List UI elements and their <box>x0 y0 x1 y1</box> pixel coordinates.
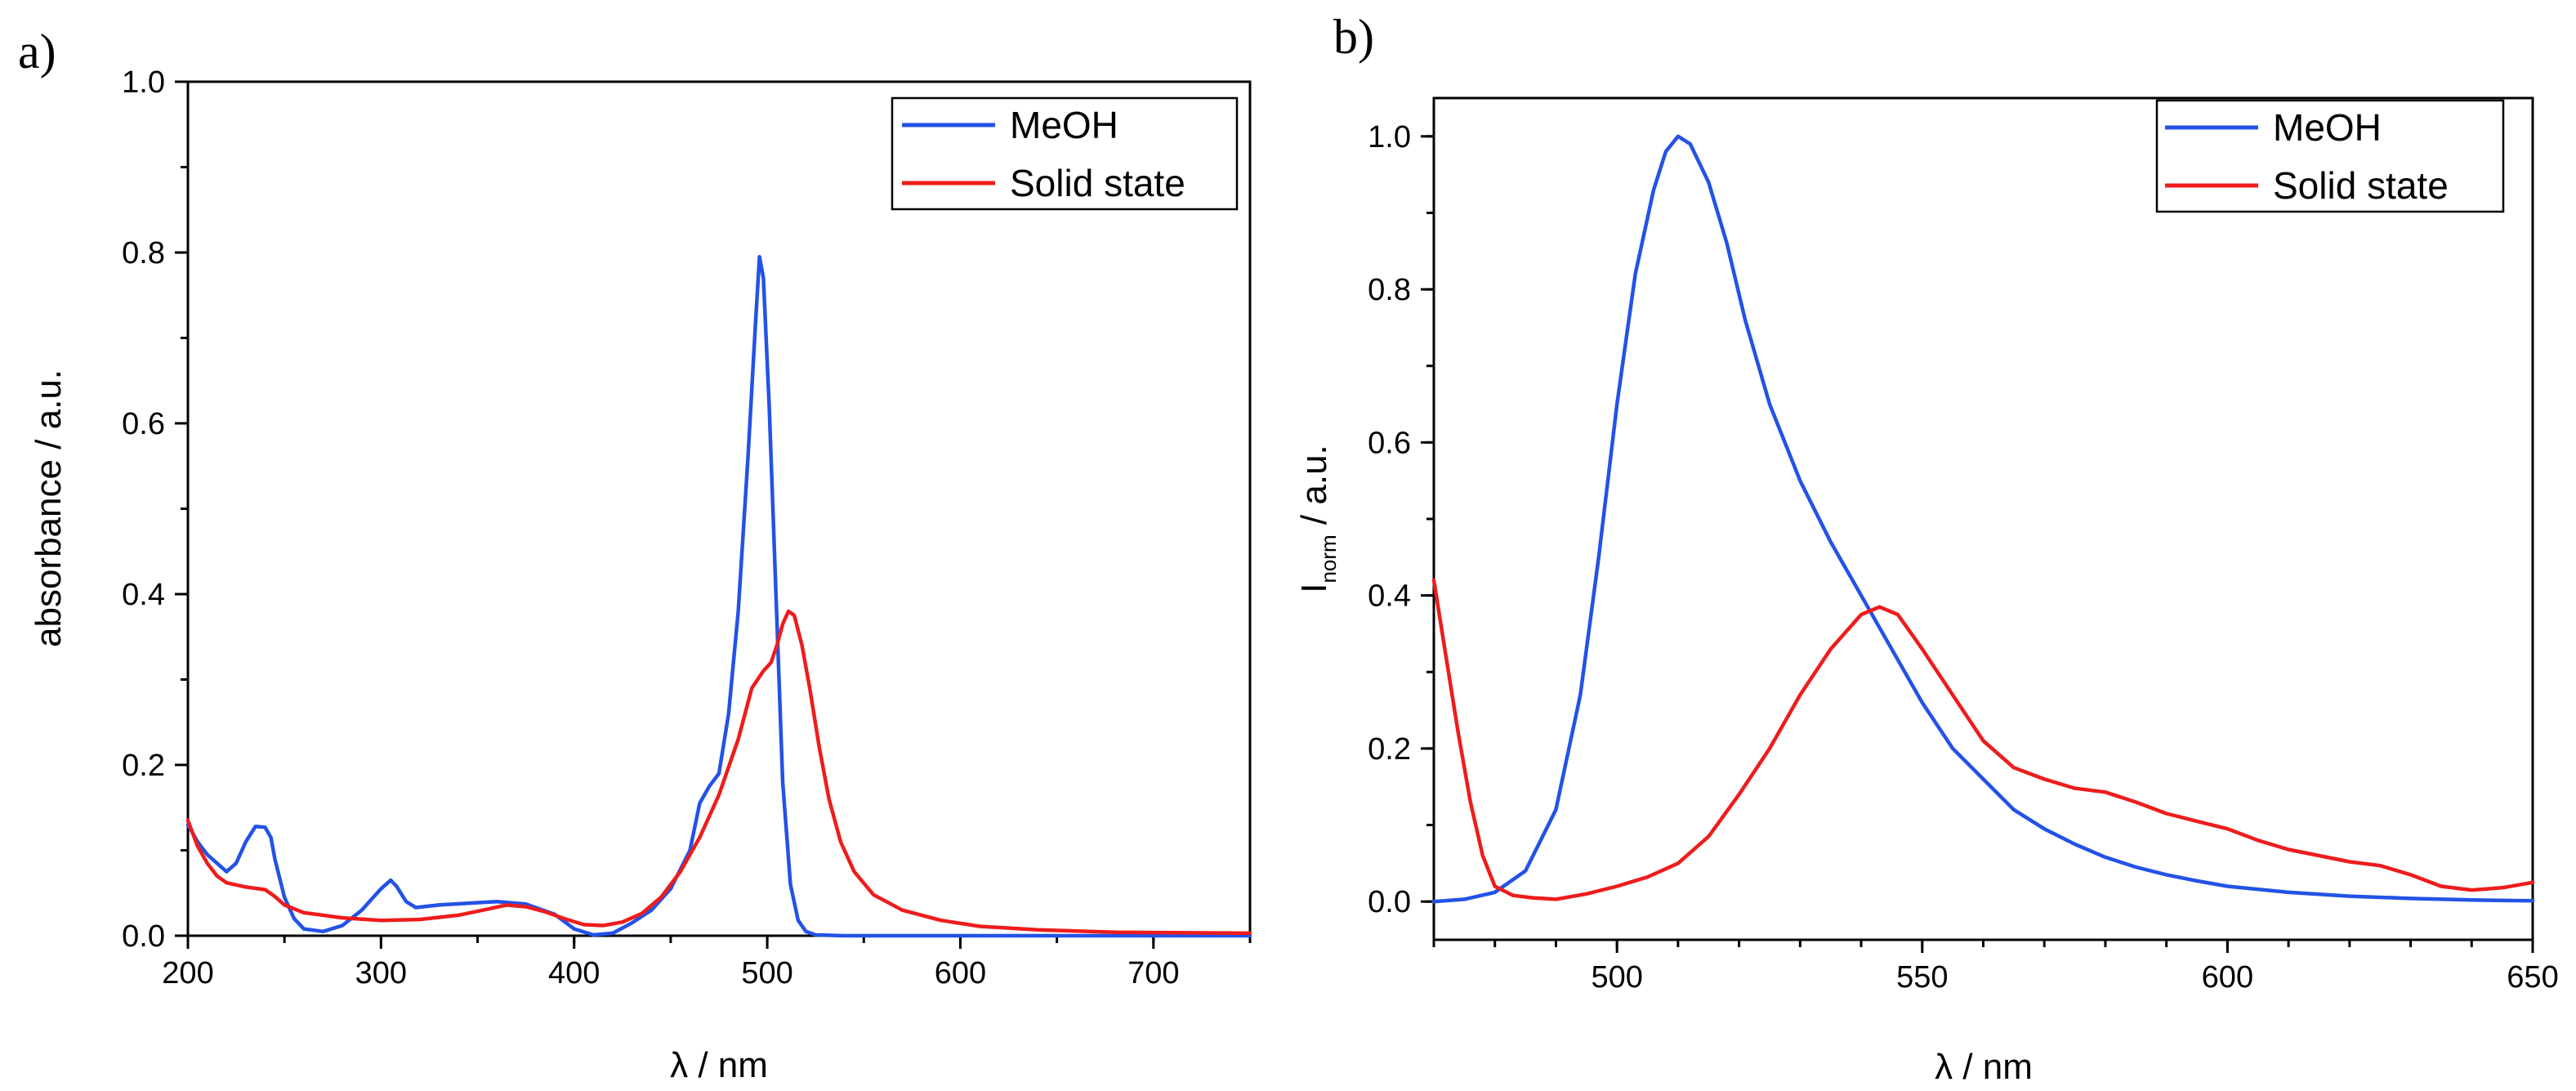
panel-b-legend-label-meoh: MeOH <box>2273 106 2382 149</box>
panel-b-y-axis-title-subscript: norm <box>1316 534 1341 583</box>
panel-a-legend: MeOH Solid state <box>891 96 1239 211</box>
panel-a-series-meoh-line <box>185 254 1252 938</box>
panel-b-x-tick-label: 500 <box>1591 960 1642 995</box>
panel-b-y-axis-title-unit: / a.u. <box>1294 445 1334 534</box>
panel-b-y-axis-title-main: I <box>1294 584 1334 593</box>
panel-a-y-tick-label: 1.0 <box>122 65 165 100</box>
panel-b-x-tick-label: 600 <box>2202 960 2253 995</box>
panel-a-series-solid-state-line <box>185 609 1252 936</box>
panel-b-legend-label-solid: Solid state <box>2273 164 2449 207</box>
panel-a-y-tick-label: 0.8 <box>122 236 165 271</box>
panel-a-y-tick-label: 0.4 <box>122 578 165 612</box>
panel-a-x-tick-label: 300 <box>355 956 407 990</box>
panel-a: a) 200 300 400 500 600 7000.00.20.40.60.81.0 … <box>18 25 1252 1085</box>
panel-b-series-meoh-line <box>1431 134 2535 904</box>
panel-b-x-tick-label: 550 <box>1896 960 1948 995</box>
panel-a-x-tick-label: 500 <box>741 956 792 990</box>
panel-b-y-tick-label: 0.0 <box>1368 885 1411 919</box>
panel-b: b) 500 550 600 650 0.0 0.2 0.4 0.6 0.8 1.0 λ / nm… <box>1294 10 2559 1087</box>
panel-a-legend-label-solid: Solid state <box>1010 162 1185 204</box>
panel-b-legend: MeOH Solid state <box>2155 99 2505 213</box>
panel-a-x-tick-label: 400 <box>548 956 600 990</box>
panel-b-plot-frame <box>1432 96 2534 941</box>
panel-a-y-tick-label: 0.2 <box>122 749 165 783</box>
panel-b-y-tick-label: 0.6 <box>1368 426 1411 460</box>
panel-b-x-axis-title: λ / nm <box>1935 1047 2033 1087</box>
panel-a-series <box>185 254 1252 938</box>
panel-b-legend-box <box>2155 99 2505 213</box>
panel-a-y-tick-label: 0.6 <box>122 407 165 441</box>
panel-b-x-tick-label: 650 <box>2507 960 2558 995</box>
panel-a-x-tick-label: 700 <box>1127 956 1179 990</box>
panel-b-series-solid-state-line <box>1431 578 2535 901</box>
panel-b-ticks <box>1421 135 2534 953</box>
panel-a-x-tick-label: 200 <box>162 956 213 990</box>
panel-b-series <box>1431 134 2535 904</box>
panel-a-legend-label-meoh: MeOH <box>1010 104 1118 146</box>
panel-b-y-tick-label: 0.8 <box>1368 273 1411 307</box>
panel-b-tick-labels: 500 550 600 650 0.0 0.2 0.4 0.6 0.8 1.0 <box>1368 120 2559 995</box>
panel-a-tick-labels: 200 300 400 500 600 700 0.0 0.2 0.4 0.6 0.8 1.0 <box>122 65 1179 990</box>
panel-a-y-tick-label: 0.0 <box>122 919 165 954</box>
panel-b-y-tick-label: 0.4 <box>1368 579 1411 614</box>
panel-a-ticks <box>175 80 1252 949</box>
panel-a-label: a) <box>18 25 56 78</box>
panel-b-y-tick-label: 1.0 <box>1368 120 1411 154</box>
panel-b-y-tick-label: 0.2 <box>1368 732 1411 767</box>
panel-a-legend-box <box>891 96 1239 211</box>
panel-a-x-tick-label: 600 <box>935 956 986 990</box>
panel-b-y-axis-title: Inorm / a.u. <box>1294 445 1341 593</box>
panel-b-label: b) <box>1333 10 1374 64</box>
panel-a-x-axis-title: λ / nm <box>670 1045 768 1085</box>
panel-a-y-axis-title: absorbance / a.u. <box>29 369 69 647</box>
